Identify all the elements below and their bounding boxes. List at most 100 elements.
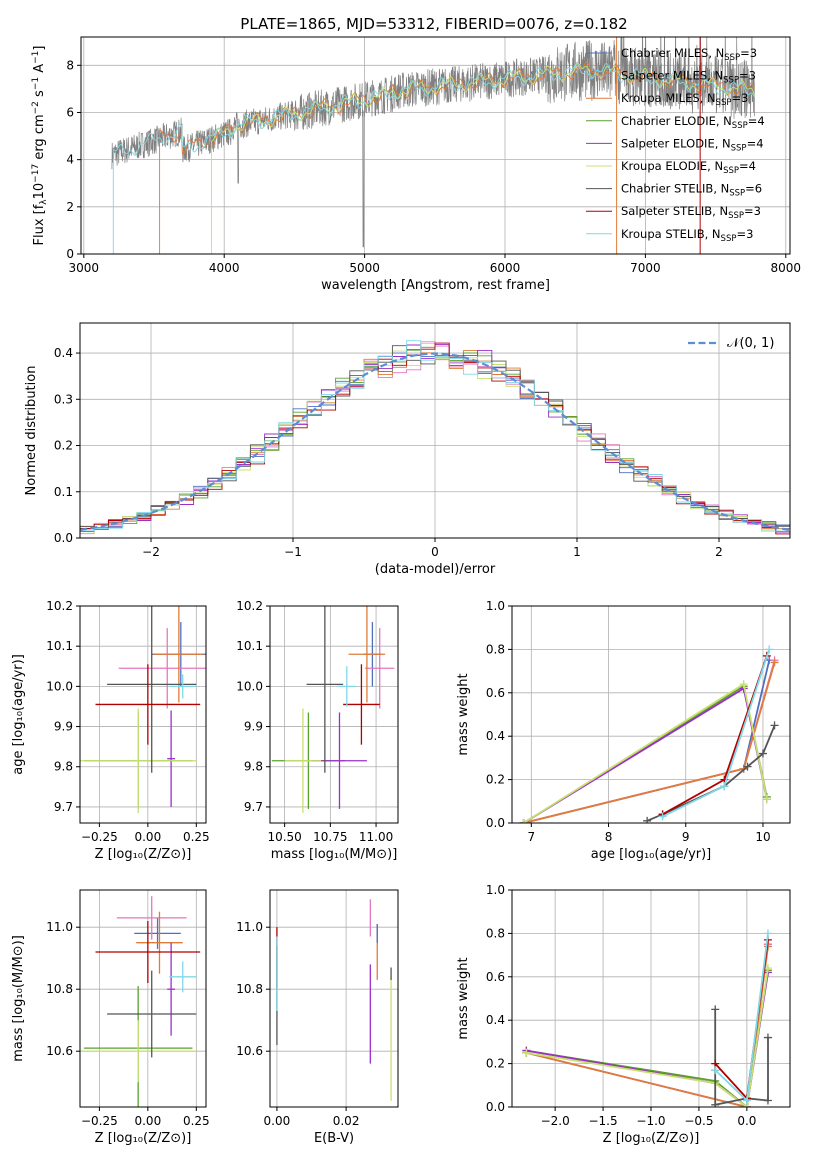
z_weight-marker-kroupa-elodie-0 (522, 1048, 531, 1057)
ebv_mass-ytick-label-0: 10.6 (236, 1044, 263, 1058)
age_weight-ytick-label-5: 1.0 (486, 599, 505, 613)
z_weight-ytick-label-4: 0.8 (486, 926, 505, 940)
z_weight-ytick-label-2: 0.4 (486, 1013, 505, 1027)
age_weight-plot-area (519, 645, 779, 823)
ebv_mass-frame (269, 889, 399, 1108)
z_mass-point-0-chabrier-miles (134, 917, 181, 949)
mass_age-frame (269, 605, 399, 824)
spectrum-legend-label-salpeter-elodie: Salpeter ELODIE, NSSP=4 (621, 136, 764, 153)
residuals-ytick-label-2: 0.2 (54, 439, 73, 453)
z_age-point-7-salpeter-stelib (95, 664, 201, 745)
ebv_mass-xtick-label-0: 0.00 (264, 1114, 291, 1128)
mass_age-xlabel: mass [log₁₀(M/M⊙)] (271, 847, 398, 862)
age_weight-marker-chabrier-stelib-5 (770, 721, 779, 730)
spectrum-ylabel-ylabel_sup2: −2 (31, 101, 41, 114)
residuals-ytick-label-0: 0.0 (54, 531, 73, 545)
spectrum-model-kroupa-miles (159, 61, 755, 254)
z_mass-ytick-label-0: 10.6 (46, 1044, 73, 1058)
z_mass-xlabel: Z [log₁₀(Z/Z⊙)] (95, 1131, 192, 1146)
mass_age-ytick-label-0: 9.7 (244, 800, 263, 814)
age_weight-series-salpeter-elodie (523, 687, 768, 823)
spectrum-legend-label-kroupa-stelib: Kroupa STELIB, NSSP=3 (621, 227, 753, 244)
age_weight-marker-chabrier-stelib-4 (758, 749, 767, 758)
z_age-frame (79, 605, 207, 824)
ebv_mass-plot-area (276, 899, 392, 1101)
age_weight-marker-kroupa-miles-2 (770, 658, 779, 667)
residuals-xtick-label-0: −2 (142, 545, 160, 559)
z_weight-ytick-label-0: 0.0 (486, 1100, 505, 1114)
mass_age-xtick-label-2: 11.00 (359, 830, 393, 844)
z_mass-point-7-salpeter-stelib (95, 921, 201, 983)
age_weight-marker-kroupa-elodie-1 (739, 680, 748, 689)
z_weight-xlabel: Z [log₁₀(Z/Z⊙)] (603, 1131, 700, 1146)
spectrum-xtick-label-1: 4000 (209, 261, 240, 275)
age_weight-ylabel: mass weight (456, 673, 471, 755)
spectrum-xtick-label-5: 8000 (771, 261, 802, 275)
spectrum-frame (80, 36, 791, 255)
spectrum-ylabel-ylabel_mid4: A (32, 64, 47, 77)
z_mass-frame (79, 889, 207, 1108)
z_mass-point-1-salpeter-miles (116, 896, 187, 940)
spectrum-data-line (111, 37, 755, 248)
mass_age-point-2-kroupa-miles (348, 606, 386, 703)
residuals-xtick-label-2: 0 (431, 545, 439, 559)
z-weight-panel: −2.0 −1.5 −1.0 −0.5 0.0 0.0 0.2 0.4 0.6 0.8 1.0 Z [… (456, 883, 791, 1146)
spectrum-plot-area (111, 37, 756, 254)
mass_age-ytick-label-1: 9.8 (244, 760, 263, 774)
age_weight-ytick-label-1: 0.2 (486, 773, 505, 787)
z_age-point-5-kroupa-elodie (80, 708, 197, 813)
residuals-xlabel: (data-model)/error (375, 562, 496, 577)
mass_age-point-7-salpeter-stelib (343, 664, 380, 745)
z_mass-point-8-kroupa-stelib (169, 961, 197, 993)
z_weight-ytick-label-5: 1.0 (486, 883, 505, 897)
figure-title: PLATE=1865, MJD=53312, FIBERID=0076, z=0… (240, 15, 627, 33)
z_weight-xtick-label-3: −0.5 (684, 1114, 713, 1128)
z_age-point-8-kroupa-stelib (169, 674, 197, 699)
residuals-xtick-label-4: 2 (715, 545, 723, 559)
z_age-ytick-label-2: 9.9 (54, 720, 73, 734)
age_weight-frame (511, 605, 791, 824)
age_weight-marker-kroupa-stelib-2 (765, 645, 774, 654)
age_weight-marker-chabrier-stelib-0 (643, 816, 652, 823)
z_weight-ytick-label-3: 0.6 (486, 970, 505, 984)
mass_age-ytick-label-3: 10.0 (236, 679, 263, 693)
spectrum-xtick-label-2: 5000 (349, 261, 380, 275)
z_weight-xtick-label-4: 0.0 (737, 1114, 756, 1128)
z_mass-point-5-kroupa-elodie (80, 1020, 197, 1083)
z_weight-ytick-label-1: 0.2 (486, 1057, 505, 1071)
mass_age-ytick-label-2: 9.9 (244, 720, 263, 734)
residuals-ylabel: Normed distribution (24, 366, 39, 496)
spectrum-ytick-label-2: 4 (66, 153, 74, 167)
spectrum-legend-label-chabrier-miles: Chabrier MILES, NSSP=3 (621, 46, 757, 63)
spectrum-ytick-label-0: 0 (66, 247, 74, 261)
z_weight-marker-chabrier-stelib-2 (711, 1100, 720, 1107)
age_weight-marker-kroupa-stelib-1 (720, 782, 729, 791)
z_age-point-6-chabrier-stelib (107, 606, 197, 773)
age_weight-ytick-label-4: 0.8 (486, 642, 505, 656)
z_mass-xtick-label-1: 0.00 (134, 1114, 161, 1128)
mass_age-point-8-kroupa-stelib (337, 666, 356, 707)
age_weight-xtick-label-0: 7 (527, 830, 535, 844)
age_weight-marker-kroupa-elodie-2 (762, 795, 771, 804)
residuals-ytick-label-4: 0.4 (54, 346, 73, 360)
age_weight-ytick-label-3: 0.6 (486, 686, 505, 700)
spectrum-ylabel-ylabel_sub1: λ (39, 199, 49, 205)
residuals-hist-salpeter-stelib (80, 342, 790, 535)
age_weight-series-chabrier-miles (523, 660, 771, 823)
z_weight-ylabel: mass weight (456, 957, 471, 1039)
spectrum-legend-label-chabrier-stelib: Chabrier STELIB, NSSP=6 (621, 182, 762, 199)
spectrum-model-kroupa-elodie (211, 62, 756, 254)
spectrum-ylabel: Flux [fλ10−17 erg cm−2 s−1 A−1] (31, 46, 49, 246)
spectrum-legend-label-kroupa-elodie: Kroupa ELODIE, NSSP=4 (621, 159, 756, 176)
mass-age-panel: 10.50 10.75 11.00 9.7 9.8 9.9 10.0 10.1 10.2 mass… (236, 599, 399, 862)
z_weight-marker-chabrier-stelib-0 (711, 1005, 720, 1014)
mass_age-point-1-salpeter-miles (365, 628, 395, 709)
spectrum-ylabel-ylabel_mid2: erg cm (32, 114, 47, 163)
z_age-ytick-label-0: 9.7 (54, 800, 73, 814)
residuals-ytick-label-3: 0.3 (54, 392, 73, 406)
z_mass-point-2-kroupa-miles (136, 911, 183, 974)
age_weight-ytick-label-2: 0.4 (486, 729, 505, 743)
spectrum-ylabel-ylabel_mid: 10 (32, 183, 47, 200)
spectrum-ylabel-ylabel_sup4: −1 (31, 51, 41, 64)
z_mass-point-4-salpeter-elodie (167, 942, 175, 1036)
